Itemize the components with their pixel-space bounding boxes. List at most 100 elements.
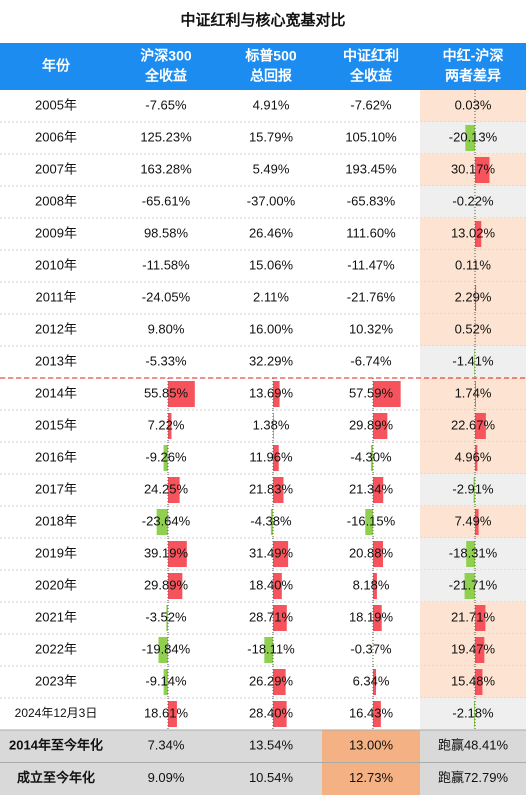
diff-cell-bg: [420, 250, 526, 282]
value-cell: 24.25%: [144, 481, 189, 496]
header-cell: 标普500: [244, 48, 297, 64]
data-bar: [373, 477, 384, 503]
year-cell: 2012年: [35, 321, 77, 336]
data-bar: [365, 509, 373, 535]
diff-cell-bg: [420, 666, 526, 698]
value-cell: -9.26%: [145, 449, 187, 464]
value-cell: -4.30%: [350, 449, 392, 464]
data-bar: [273, 477, 284, 503]
year-cell: 2021年: [35, 609, 77, 624]
data-bar: [475, 509, 479, 535]
header-cell: 中红-沪深: [443, 48, 504, 64]
value-cell: 21.71%: [451, 609, 496, 624]
value-cell: -19.84%: [142, 641, 191, 656]
value-cell: -7.65%: [145, 97, 187, 112]
data-bar: [373, 541, 384, 567]
footer-cell: 10.54%: [249, 770, 294, 785]
diff-cell-bg: [420, 346, 526, 378]
data-bar: [475, 285, 477, 311]
value-cell: 111.60%: [346, 225, 396, 240]
header-cell: 年份: [42, 58, 71, 74]
value-cell: 18.61%: [144, 705, 189, 720]
value-cell: 193.45%: [345, 161, 397, 176]
value-cell: 5.49%: [253, 161, 290, 176]
value-cell: 7.49%: [455, 513, 492, 528]
value-cell: -11.47%: [347, 257, 395, 272]
data-bar: [168, 541, 187, 567]
value-cell: 19.47%: [451, 641, 496, 656]
data-bar: [163, 445, 168, 471]
header-cell: 沪深300: [140, 48, 192, 64]
value-cell: 16.43%: [349, 705, 394, 720]
year-cell: 2014年: [35, 385, 77, 400]
diff-cell-bg: [420, 410, 526, 442]
year-cell: 2017年: [35, 481, 77, 496]
data-bar: [475, 669, 483, 695]
value-cell: -20.13%: [449, 129, 498, 144]
value-cell: 29.89%: [349, 417, 394, 432]
footer-cell: 2014年至今年化: [9, 738, 103, 753]
value-cell: -2.91%: [452, 481, 494, 496]
year-cell: 2024年12月3日: [15, 706, 98, 720]
data-bar: [475, 157, 490, 183]
year-cell: 2007年: [35, 161, 77, 176]
value-cell: 6.34%: [353, 673, 390, 688]
footer-cell: 成立至今年化: [17, 770, 95, 785]
diff-cell-bg: [420, 602, 526, 634]
value-cell: 2.29%: [455, 289, 492, 304]
data-bar: [273, 605, 287, 631]
year-cell: 2005年: [35, 97, 77, 112]
value-cell: -23.64%: [142, 513, 191, 528]
footer-cell: 跑赢48.41%: [438, 738, 509, 753]
header-cell: 全收益: [349, 68, 392, 84]
year-cell: 2020年: [35, 577, 77, 592]
data-bar: [273, 669, 286, 695]
data-bar: [166, 605, 168, 631]
value-cell: 98.58%: [144, 225, 189, 240]
value-cell: -16.15%: [347, 513, 396, 528]
data-bar: [373, 701, 381, 727]
footer-cell: 13.54%: [249, 738, 294, 753]
value-cell: 2.11%: [253, 289, 289, 304]
diff-cell-bg: [420, 698, 526, 730]
value-cell: 22.67%: [451, 417, 496, 432]
value-cell: 0.11%: [455, 257, 491, 272]
value-cell: 0.03%: [455, 97, 492, 112]
diff-cell-bg: [420, 506, 526, 538]
header-cell: 全收益: [144, 68, 187, 84]
year-cell: 2011年: [36, 289, 77, 304]
value-cell: 13.02%: [451, 225, 496, 240]
data-bar: [168, 701, 177, 727]
data-bar: [273, 541, 289, 567]
value-cell: 4.91%: [253, 97, 290, 112]
value-cell: 55.85%: [144, 385, 189, 400]
data-bar: [473, 701, 475, 727]
value-cell: -5.33%: [145, 353, 187, 368]
footer-cell: 跑赢72.79%: [438, 770, 509, 785]
data-bar: [373, 381, 401, 407]
value-cell: 15.79%: [249, 129, 294, 144]
value-cell: 105.10%: [345, 129, 397, 144]
value-cell: 163.28%: [140, 161, 192, 176]
value-cell: -0.37%: [350, 641, 392, 656]
data-bar: [168, 413, 172, 439]
value-cell: -6.74%: [350, 353, 392, 368]
value-cell: 8.18%: [353, 577, 390, 592]
diff-cell-bg: [420, 378, 526, 410]
value-cell: -0.22%: [452, 193, 494, 208]
year-cell: 2015年: [35, 417, 77, 432]
diff-cell-bg: [420, 90, 526, 122]
value-cell: 4.96%: [455, 449, 492, 464]
value-cell: 18.19%: [349, 609, 394, 624]
value-cell: 0.52%: [455, 321, 492, 336]
footer-highlight: [322, 730, 420, 763]
diff-cell-bg: [420, 474, 526, 506]
value-cell: 57.59%: [349, 385, 394, 400]
diff-cell-bg: [420, 634, 526, 666]
footer-cell: 9.09%: [148, 770, 185, 785]
value-cell: 1.38%: [253, 417, 290, 432]
diff-cell-bg: [420, 154, 526, 186]
diff-cell-bg: [420, 186, 526, 218]
year-cell: 2009年: [35, 225, 77, 240]
